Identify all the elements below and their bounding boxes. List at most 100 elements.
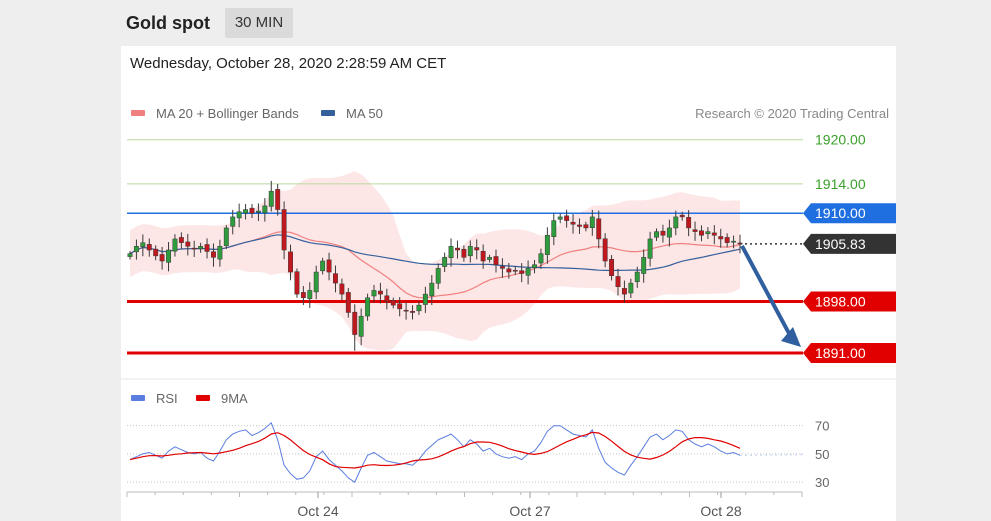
rsi-line [129,421,741,483]
timeframe-button[interactable]: 30 MIN [225,8,293,38]
level-tag-1905.83 [803,233,896,254]
candle-body [506,268,512,273]
candle-body [268,190,274,207]
candle-body [461,248,467,258]
candle-body [493,256,499,265]
candle-body [711,232,717,236]
candle-body [480,251,486,262]
candle-body [737,242,743,245]
candle-body [133,246,139,253]
candle-body [570,221,576,225]
candle-body [628,282,634,294]
legend-rsi-ma-label: 9MA [221,391,248,406]
ma50-line [129,234,741,272]
candle-body [621,288,627,295]
candle-body [602,238,608,262]
level-label-1920.00: 1920.00 [815,132,866,148]
candle-body [589,216,595,228]
rsi-ma-line [129,431,741,469]
candle-body [159,254,165,262]
candle-body [153,248,159,257]
candle-body [615,276,621,288]
candle-body [448,246,454,258]
rsi-extension [739,454,804,456]
level-label-1898.00: 1898.00 [815,293,866,309]
candle-body [634,271,640,283]
candle-body [577,224,582,227]
candle-body [172,238,178,252]
x-tick-label: Oct 24 [297,503,338,519]
candle-body [724,237,730,243]
candle-body [339,283,345,295]
projection-arrow [740,244,793,339]
bollinger-band-area [130,171,740,351]
candle-body [435,268,441,284]
level-label-1910.00: 1910.00 [815,205,866,221]
candle-body [544,235,550,255]
candle-body [474,247,480,251]
candle-body [230,216,236,227]
page-title: Gold spot [126,13,210,33]
candle-body [416,304,422,312]
candle-body [429,282,435,297]
candle-body [390,300,396,306]
projection-arrowhead [781,327,801,348]
candle-body [377,290,383,295]
x-tick-label: Oct 27 [509,503,550,519]
legend-ma50-label: MA 50 [346,106,383,121]
candle-body [191,247,197,250]
candle-body [442,257,448,267]
candle-body [166,249,171,263]
legend-ma50-swatch [321,110,335,116]
candle-body [731,240,737,243]
candle-body [178,237,184,243]
candle-body [185,241,191,247]
rsi-pane: 70 50 30 [127,419,829,490]
rsi-level-label: 30 [815,475,829,490]
candle-body [666,227,672,238]
header-bar: Gold spot 30 MIN [0,0,991,46]
candle-body [718,236,724,240]
candle-body [300,292,306,299]
candle-body [660,230,666,236]
candle-body [127,253,133,257]
level-tag-1910.00 [803,203,896,224]
candles [127,180,743,351]
candle-body [641,257,647,274]
candle-body [307,290,313,299]
timestamp: Wednesday, October 28, 2020 2:28:59 AM C… [130,55,447,72]
level-tag-1891.00 [803,342,896,363]
candle-body [487,257,493,260]
rsi-legend: RSI 9MA [131,391,248,406]
candle-body [313,271,319,293]
candle-body [647,238,653,259]
candle-body [397,303,403,310]
candle-body [410,311,415,313]
candle-body [243,209,249,214]
legend-ma20-swatch [131,110,145,116]
bollinger-band [130,171,740,351]
candle-body [705,231,711,235]
candle-body [384,295,390,302]
candle-body [326,259,332,273]
legend-rsi-swatch [131,395,145,401]
candle-body [204,244,210,252]
legend-rsi-ma-swatch [196,395,210,401]
candle-body [699,230,704,236]
x-axis: Oct 24 Oct 27 Oct 28 [126,492,803,519]
candle-body [236,211,242,219]
rsi-level-label: 50 [815,447,829,462]
candle-body [519,270,525,274]
candle-body [217,246,223,260]
candle-body [532,264,537,269]
candle-body [422,293,428,305]
candle-body [249,207,255,214]
legend-ma20-label: MA 20 + Bollinger Bands [156,106,299,121]
candle-body [564,215,570,221]
candle-body [352,311,358,335]
candle-body [358,315,364,337]
legend-rsi-label: RSI [156,391,178,406]
candle-body [255,210,261,213]
level-label-1905.83: 1905.83 [815,236,866,252]
